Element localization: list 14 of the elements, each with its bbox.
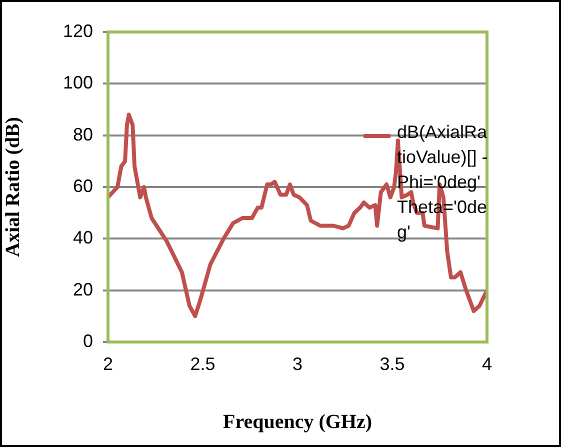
y-axis-title: Axial Ratio (dB) [2, 117, 24, 257]
x-tick-label: 4 [482, 354, 492, 374]
y-tick-label: 20 [72, 279, 93, 300]
x-tick-label: 2 [102, 354, 114, 374]
y-tick-label: 0 [82, 330, 93, 351]
x-tick-label: 3 [292, 354, 303, 374]
y-tick-label: 40 [72, 228, 93, 248]
y-tick-label: 80 [72, 124, 93, 144]
x-tick-label: 2.5 [190, 354, 216, 374]
x-axis-title: Frequency (GHz) [222, 411, 372, 434]
y-tick-label: 100 [62, 72, 93, 93]
x-tick-label: 3.5 [380, 354, 405, 374]
y-tick-label: 120 [62, 20, 93, 41]
y-tick-label: 60 [72, 176, 93, 196]
